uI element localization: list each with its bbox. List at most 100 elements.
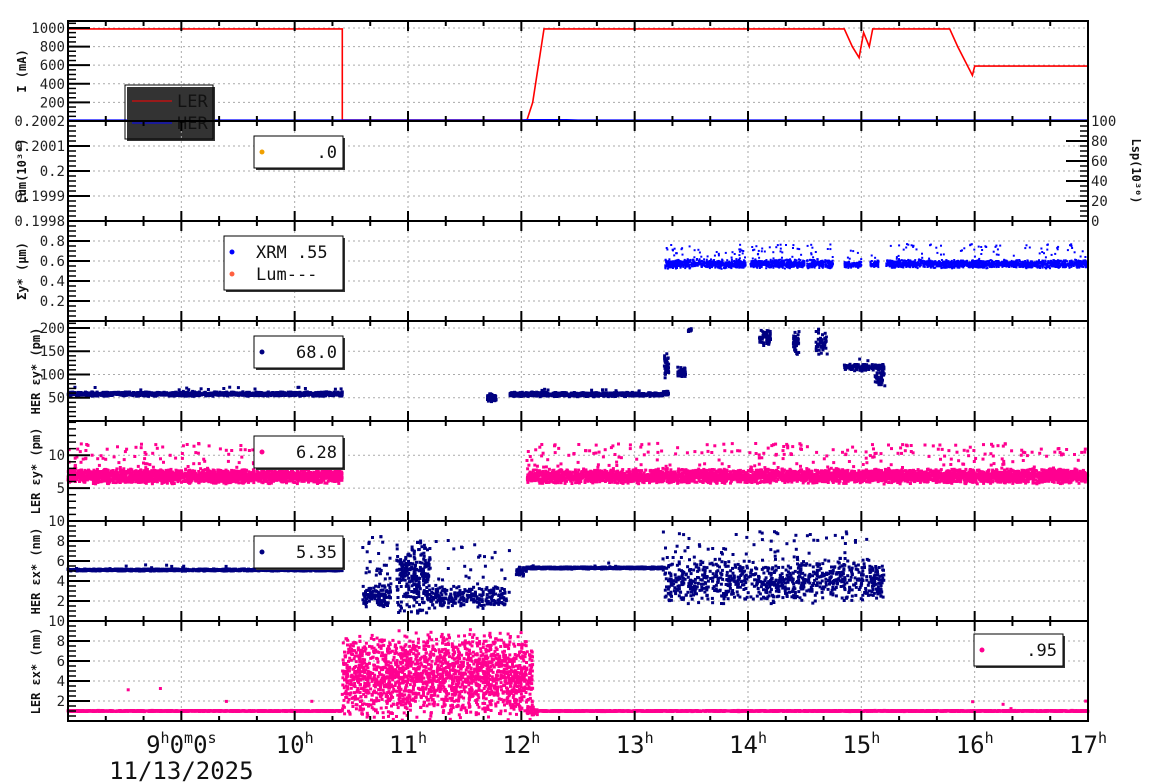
data-point: [716, 262, 718, 265]
data-point: [740, 266, 743, 269]
data-point: [994, 245, 997, 248]
data-point: [742, 250, 745, 252]
data-point: [204, 394, 208, 398]
data-point: [677, 261, 680, 263]
data-point: [135, 394, 139, 398]
data-point: [1044, 266, 1046, 269]
data-point: [1003, 258, 1006, 261]
data-point: [900, 263, 903, 266]
data-point: [1004, 262, 1007, 265]
data-point: [1038, 262, 1041, 265]
data-point: [1075, 260, 1078, 263]
data-point: [709, 264, 712, 267]
legend-box: [253, 135, 344, 169]
data-point: [1013, 264, 1016, 267]
data-point: [1007, 265, 1010, 268]
data-point: [885, 264, 888, 266]
data-point: [664, 258, 667, 261]
data-point: [764, 260, 766, 263]
data-point: [895, 257, 898, 260]
data-point: [1012, 262, 1015, 265]
data-point: [1074, 258, 1077, 261]
data-point: [877, 260, 880, 262]
data-point: [995, 260, 997, 263]
data-point: [1057, 266, 1060, 269]
data-point: [811, 265, 814, 268]
data-point: [686, 258, 689, 261]
data-point: [1030, 263, 1033, 266]
data-point: [317, 390, 320, 394]
data-point: [910, 244, 913, 247]
data-point: [601, 388, 604, 392]
data-point: [963, 262, 966, 265]
data-point: [669, 261, 672, 263]
data-point: [157, 391, 161, 394]
data-point: [968, 262, 971, 265]
data-point: [253, 387, 257, 391]
data-point: [666, 248, 669, 251]
y-tick-label: 0.2: [40, 294, 65, 310]
data-point: [986, 263, 989, 265]
data-point: [1068, 266, 1071, 269]
data-point: [692, 259, 695, 261]
data-point: [892, 263, 895, 266]
data-point: [1018, 259, 1021, 262]
data-point: [717, 254, 720, 257]
data-point: [989, 265, 991, 268]
data-point: [735, 258, 738, 261]
data-point: [129, 393, 133, 397]
data-point: [705, 258, 708, 261]
data-point: [1059, 259, 1062, 262]
data-point: [990, 262, 993, 265]
data-point: [795, 259, 798, 262]
data-point: [1078, 262, 1081, 265]
data-point: [997, 260, 1000, 262]
data-point: [724, 261, 727, 264]
right-tick-label: 20: [1091, 194, 1108, 210]
y-tick-label: 0.6: [40, 254, 65, 270]
data-point: [667, 266, 670, 269]
data-point: [764, 261, 766, 264]
data-point: [95, 394, 99, 398]
data-point: [1046, 263, 1049, 266]
data-point: [1025, 261, 1028, 264]
data-point: [1049, 267, 1051, 270]
data-point: [942, 263, 945, 266]
data-point: [968, 264, 971, 267]
data-point: [758, 262, 761, 264]
data-point: [817, 261, 820, 263]
data-point: [1015, 259, 1018, 262]
data-point: [765, 267, 768, 270]
data-point: [1012, 266, 1015, 268]
data-point: [978, 264, 980, 267]
data-point: [765, 259, 768, 261]
data-point: [922, 264, 925, 267]
data-point: [732, 260, 735, 263]
data-point: [943, 265, 946, 268]
data-point: [977, 245, 980, 248]
data-point: [870, 260, 873, 262]
data-point: [886, 260, 889, 263]
data-point: [666, 262, 669, 265]
data-point: [775, 259, 778, 262]
data-point: [767, 265, 770, 268]
data-point: [912, 264, 915, 267]
data-point: [738, 266, 741, 269]
data-point: [708, 266, 711, 269]
data-point: [893, 261, 896, 264]
data-point: [246, 394, 250, 398]
data-point: [947, 260, 950, 263]
data-point: [938, 261, 941, 264]
data-point: [753, 248, 756, 251]
data-point: [813, 261, 816, 264]
data-point: [792, 265, 795, 268]
data-point: [947, 264, 950, 267]
data-point: [295, 393, 298, 397]
data-point: [1004, 259, 1007, 262]
data-point: [755, 245, 758, 248]
data-point: [88, 393, 91, 397]
data-point: [752, 249, 754, 252]
data-point: [313, 391, 317, 395]
data-point: [110, 391, 114, 395]
